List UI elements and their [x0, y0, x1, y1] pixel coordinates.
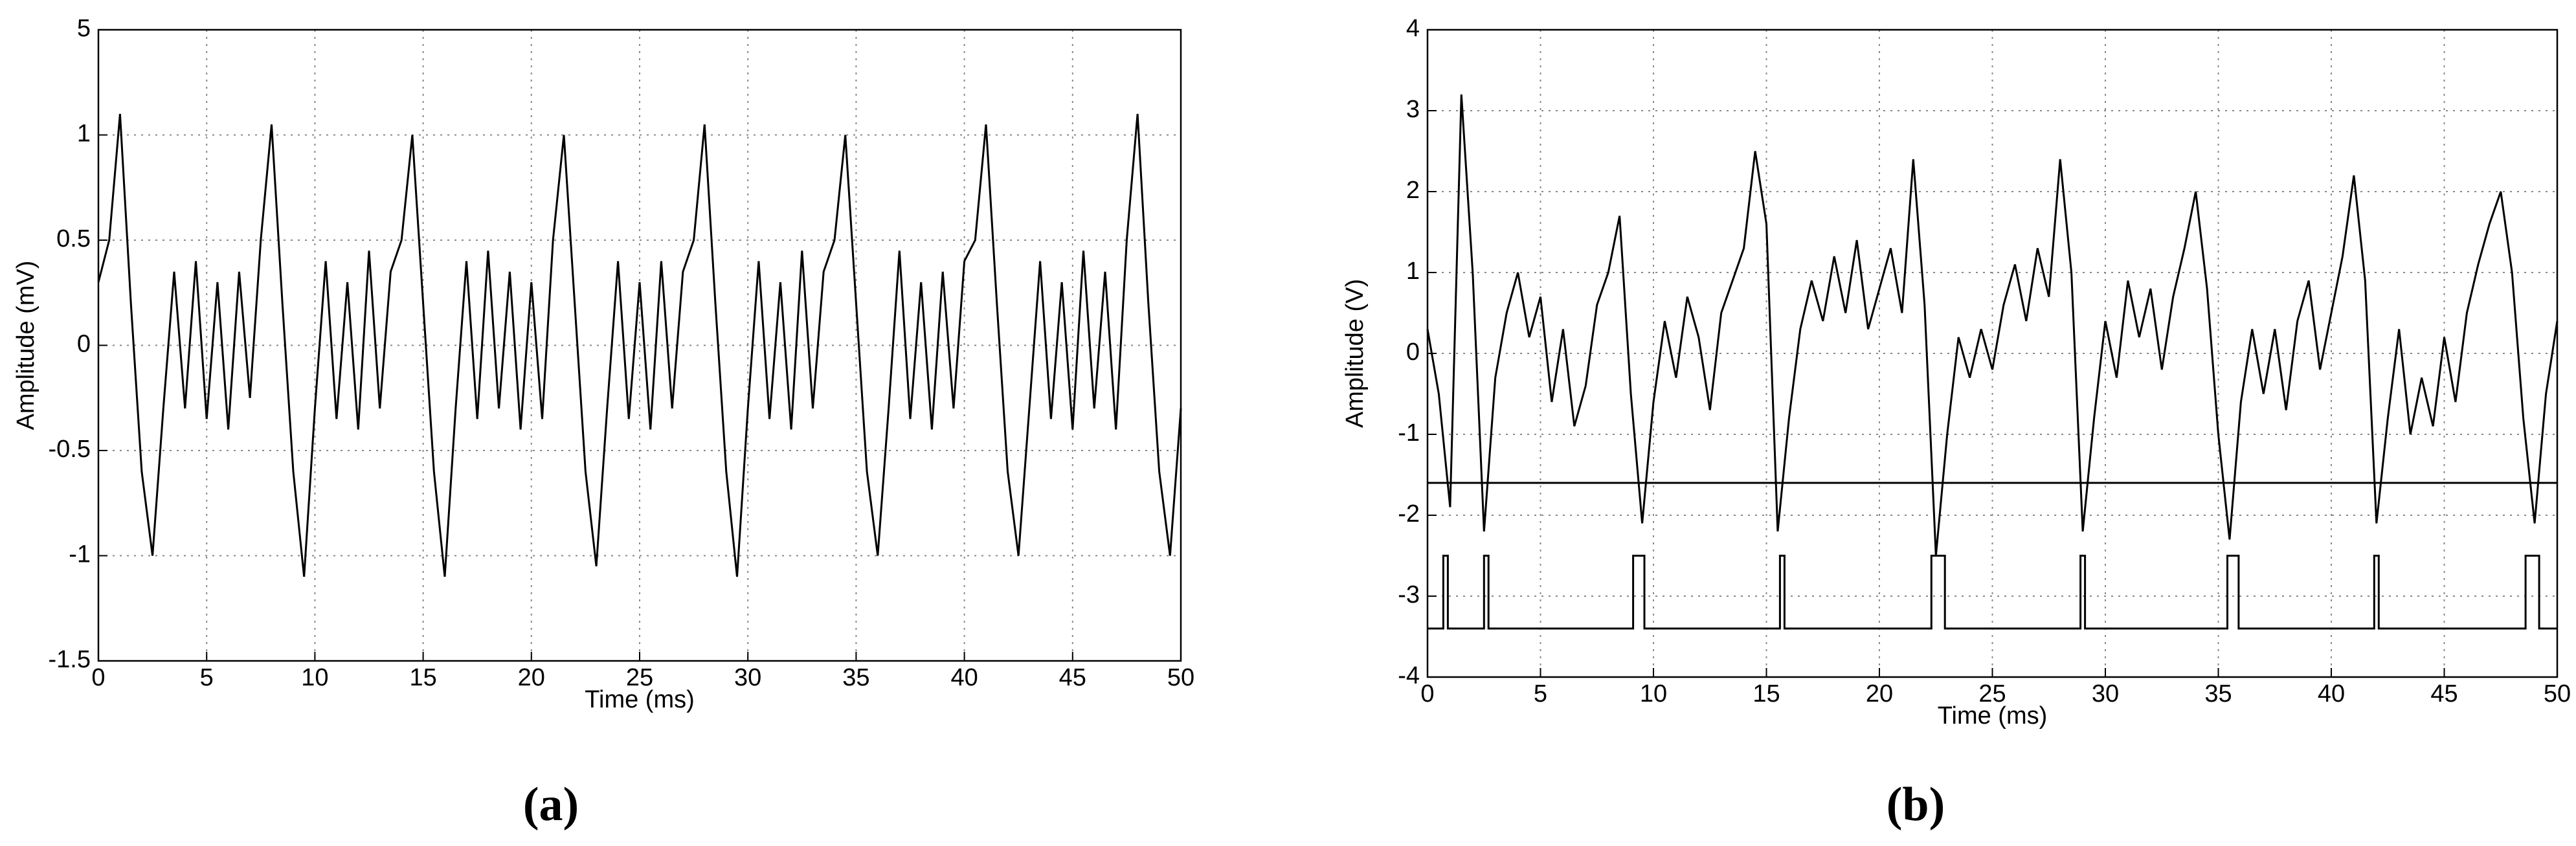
- x-tick-label: 50: [1167, 664, 1194, 691]
- signal-line: [1428, 555, 2557, 630]
- y-tick-label: 2: [1406, 177, 1420, 204]
- x-tick-label: 5: [1534, 680, 1547, 707]
- x-tick-label: 20: [518, 664, 545, 691]
- y-tick-label: 0.5: [56, 225, 91, 252]
- y-tick-label: -0.5: [49, 436, 91, 463]
- x-tick-label: 0: [91, 664, 105, 691]
- y-axis-label: Amplitude (mV): [12, 261, 39, 430]
- signal-line: [97, 113, 1182, 577]
- y-tick-label: -2: [1398, 500, 1420, 528]
- y-tick-label: 0: [77, 331, 91, 358]
- x-tick-label: 35: [842, 664, 869, 691]
- x-tick-label: 25: [626, 664, 653, 691]
- y-tick-label: -1: [69, 541, 91, 568]
- caption: (a): [523, 778, 579, 831]
- x-tick-label: 5: [200, 664, 214, 691]
- y-axis-label: Amplitude (V): [1341, 279, 1369, 428]
- y-tick-label: -4: [1398, 662, 1420, 689]
- x-tick-label: 10: [301, 664, 328, 691]
- x-tick-label: 40: [2318, 680, 2345, 707]
- y-tick-label: 4: [1406, 15, 1420, 42]
- x-tick-label: 20: [1866, 680, 1893, 707]
- x-tick-label: 0: [1420, 680, 1434, 707]
- x-tick-label: 35: [2204, 680, 2232, 707]
- y-tick-label: -1: [1398, 419, 1420, 447]
- x-tick-label: 40: [950, 664, 978, 691]
- x-tick-label: 15: [409, 664, 436, 691]
- y-tick-label: -1.5: [49, 646, 91, 673]
- x-axis-label: Time (ms): [585, 686, 695, 713]
- x-tick-label: 50: [2544, 680, 2571, 707]
- x-tick-label: 10: [1640, 680, 1667, 707]
- plot-frame: [1426, 28, 2559, 678]
- x-axis-label: Time (ms): [1938, 702, 2048, 729]
- plot-frame: [97, 28, 1182, 662]
- x-tick-label: 45: [1059, 664, 1086, 691]
- y-tick-label: -3: [1398, 581, 1420, 608]
- y-tick-label: 5: [77, 15, 91, 42]
- signal-line: [1426, 94, 2559, 556]
- x-tick-label: 15: [1753, 680, 1780, 707]
- y-tick-label: 1: [77, 120, 91, 148]
- x-tick-label: 30: [2092, 680, 2119, 707]
- caption: (b): [1887, 778, 1945, 831]
- x-tick-label: 25: [1978, 680, 2006, 707]
- x-tick-label: 45: [2430, 680, 2458, 707]
- y-tick-label: 3: [1406, 96, 1420, 123]
- y-tick-label: 1: [1406, 258, 1420, 285]
- x-tick-label: 30: [734, 664, 761, 691]
- y-tick-label: 0: [1406, 339, 1420, 366]
